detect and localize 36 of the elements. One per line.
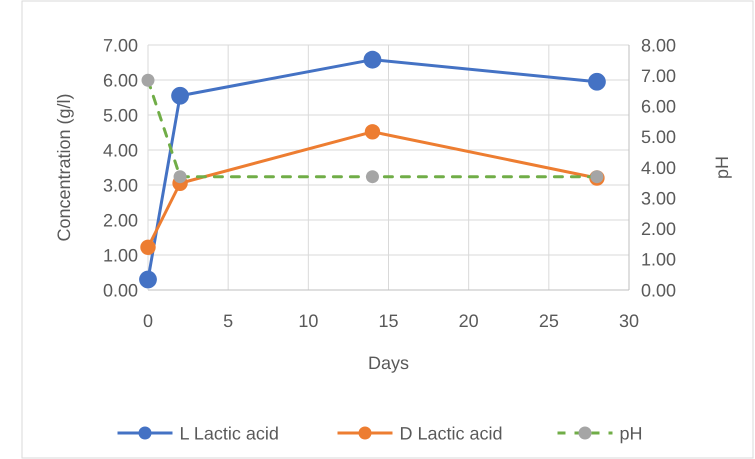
x-tick-label: 0 <box>142 311 154 331</box>
legend-label: pH <box>620 423 643 444</box>
x-tick-label: 10 <box>298 311 318 331</box>
y2-tick-label: 5.00 <box>641 127 676 148</box>
y2-tick-label: 8.00 <box>641 35 676 56</box>
legend-label: D Lactic acid <box>400 423 503 444</box>
y-tick-label: 6.00 <box>102 70 138 90</box>
point <box>588 72 606 91</box>
point <box>140 240 156 255</box>
x-tick-label: 15 <box>378 311 399 331</box>
x-tick-label: 25 <box>538 311 559 331</box>
x-axis-title: Days <box>368 353 410 373</box>
y2-tick-label: 3.00 <box>641 188 676 208</box>
y2-tick-label: 2.00 <box>641 219 676 240</box>
point <box>139 270 157 288</box>
y2-tick-label: 7.00 <box>641 66 676 86</box>
y-tick-label: 4.00 <box>102 140 138 160</box>
x-tick-label: 20 <box>458 311 479 331</box>
y2-axis-title: pH <box>712 156 732 180</box>
point <box>364 50 382 69</box>
y-tick-label: 3.00 <box>102 175 138 196</box>
y-tick-label: 0.00 <box>102 280 138 300</box>
point <box>171 86 189 105</box>
y-tick-label: 5.00 <box>102 105 138 126</box>
y2-tick-label: 4.00 <box>641 158 676 178</box>
point <box>364 124 380 140</box>
y2-tick-label: 1.00 <box>641 250 676 270</box>
y-tick-label: 2.00 <box>102 210 138 230</box>
y2-tick-label: 0.00 <box>641 280 676 300</box>
y-axis-title: Concentration (g/l) <box>54 93 74 242</box>
y-tick-label: 7.00 <box>102 35 138 56</box>
x-tick-label: 30 <box>618 311 640 331</box>
y2-tick-label: 6.00 <box>641 96 676 117</box>
legend-label: L Lactic acid <box>180 423 279 444</box>
x-tick-label: 5 <box>223 311 234 331</box>
y-tick-label: 1.00 <box>102 245 138 266</box>
